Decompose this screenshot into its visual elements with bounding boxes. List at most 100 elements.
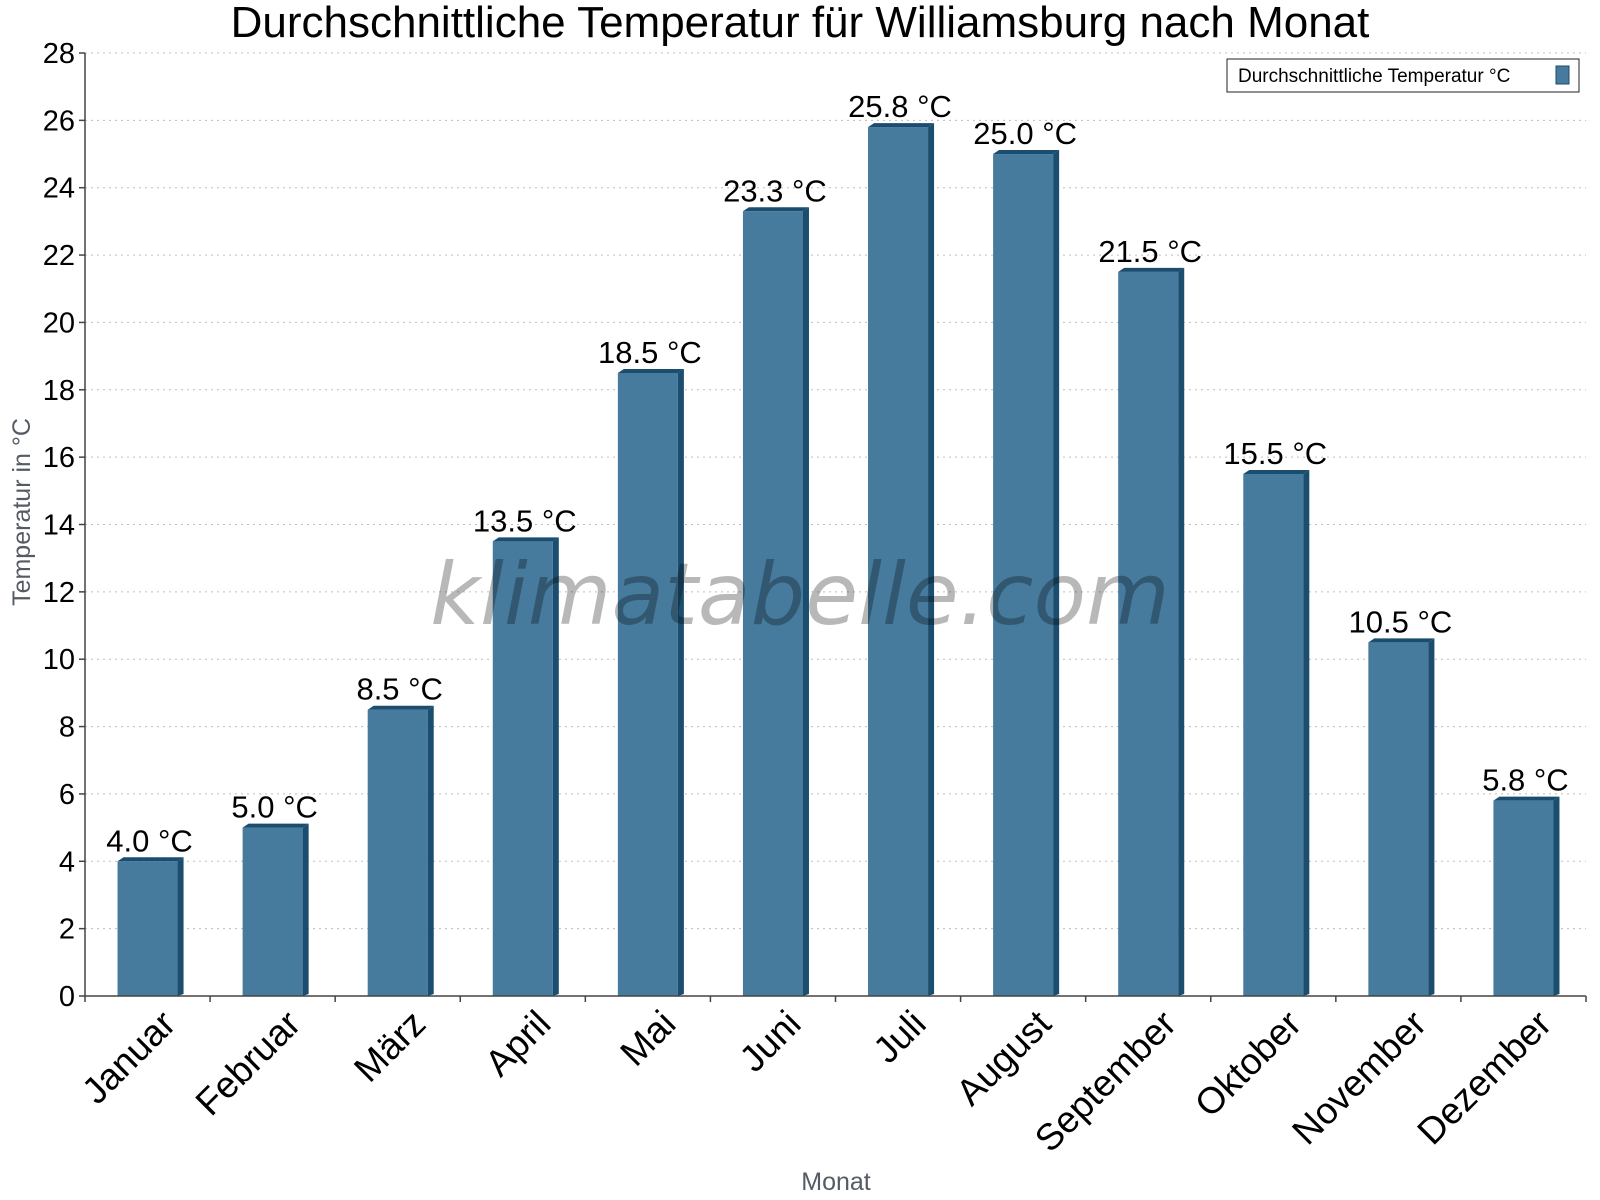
y-tick-label: 6 <box>59 779 75 811</box>
bar-top <box>492 537 559 542</box>
bar-side <box>802 207 809 996</box>
bar-face <box>868 127 929 997</box>
y-tick-label: 22 <box>43 240 75 272</box>
bar-side <box>1428 638 1435 996</box>
bar-face <box>1243 473 1304 996</box>
bar-top <box>742 207 809 212</box>
y-tick-label: 18 <box>43 375 75 407</box>
y-tick-label: 10 <box>43 644 75 676</box>
legend: Durchschnittliche Temperatur °C <box>1226 58 1580 93</box>
bar-top <box>1243 469 1310 474</box>
bar-top <box>117 857 184 862</box>
value-label: 5.0 °C <box>231 790 318 825</box>
x-tick-label: Mai <box>612 1003 683 1074</box>
bar-top <box>1118 267 1185 272</box>
bar-face <box>993 154 1054 997</box>
y-tick-label: 0 <box>59 981 75 1013</box>
x-tick-label: Dezember <box>1409 1003 1559 1153</box>
bar-top <box>617 368 684 373</box>
bar-6 <box>742 207 809 996</box>
y-tick-label: 2 <box>59 914 75 946</box>
value-label: 18.5 °C <box>598 335 702 370</box>
bar-top <box>1493 796 1560 801</box>
value-label: 25.0 °C <box>973 116 1077 151</box>
x-tick-label: November <box>1284 1003 1434 1153</box>
y-tick-label: 26 <box>43 105 75 137</box>
x-tick-label: April <box>477 1003 558 1084</box>
bar-side <box>177 857 184 996</box>
x-tick-label: März <box>346 1003 433 1090</box>
bar-face <box>1368 642 1429 996</box>
value-label: 23.3 °C <box>723 173 827 208</box>
y-tick-label: 14 <box>43 510 75 542</box>
y-tick-label: 16 <box>43 442 75 474</box>
bar-9 <box>1118 267 1185 996</box>
bar-3 <box>367 705 434 996</box>
y-tick-label: 4 <box>59 846 75 878</box>
bar-5 <box>617 368 684 997</box>
bar-side <box>677 368 684 997</box>
bar-8 <box>993 150 1060 997</box>
bar-top <box>868 123 935 128</box>
x-tick-label: Oktober <box>1187 1003 1309 1125</box>
value-label: 5.8 °C <box>1482 763 1569 798</box>
bar-face <box>242 827 303 996</box>
bar-face <box>367 709 428 996</box>
bar-face <box>492 541 553 996</box>
x-tick-label: August <box>948 1002 1059 1113</box>
x-tick-label: Juni <box>732 1003 809 1080</box>
y-tick-label: 24 <box>43 173 75 205</box>
bar-face <box>117 861 178 996</box>
bar-side <box>427 705 434 996</box>
grid-lines <box>85 52 1586 930</box>
bar-side <box>1053 150 1060 997</box>
legend-swatch <box>1555 65 1570 85</box>
bar-side <box>1303 469 1310 996</box>
bar-face <box>617 372 678 997</box>
y-tick-label: 28 <box>43 38 75 70</box>
bar-top <box>367 705 434 710</box>
value-label: 4.0 °C <box>106 823 193 858</box>
legend-entry-label: Durchschnittliche Temperatur °C <box>1238 66 1510 87</box>
bar-side <box>552 537 559 996</box>
x-tick-label: Januar <box>74 1003 183 1112</box>
y-tick-label: 8 <box>59 712 75 744</box>
value-label: 13.5 °C <box>473 503 577 538</box>
x-tick-label: Juli <box>865 1003 933 1071</box>
bar-top <box>1368 638 1435 643</box>
y-tick-label: 12 <box>43 577 75 609</box>
watermark-text: klimatabelle.com <box>430 545 1170 645</box>
chart-title: Durchschnittliche Temperatur für William… <box>231 0 1370 47</box>
bar-side <box>302 823 309 996</box>
bar-1 <box>117 857 184 996</box>
bar-12 <box>1493 796 1560 996</box>
y-axis-title: Temperatur in °C <box>8 418 36 606</box>
bars <box>117 123 1560 997</box>
bar-2 <box>242 823 309 996</box>
legend-box <box>1226 58 1580 93</box>
x-tick-label: Februar <box>188 1003 309 1124</box>
bar-7 <box>868 123 935 997</box>
bar-4 <box>492 537 559 996</box>
bar-side <box>928 123 935 997</box>
bar-face <box>1493 800 1554 996</box>
bar-top <box>993 150 1060 155</box>
bar-face <box>1118 271 1179 996</box>
bar-10 <box>1243 469 1310 996</box>
bar-11 <box>1368 638 1435 996</box>
bar-face <box>742 211 803 996</box>
value-label: 8.5 °C <box>356 672 443 707</box>
bar-side <box>1553 796 1560 996</box>
value-label: 10.5 °C <box>1349 604 1453 639</box>
value-label: 15.5 °C <box>1223 436 1327 471</box>
value-label: 21.5 °C <box>1098 234 1202 269</box>
bar-side <box>1178 267 1185 996</box>
y-tick-label: 20 <box>43 307 75 339</box>
bar-top <box>242 823 309 828</box>
x-axis-title: Monat <box>801 1168 871 1196</box>
value-labels: 4.0 °C 5.0 °C 8.5 °C 13.5 °C 18.5 °C 23.3 °C 2… <box>106 89 1568 858</box>
x-tick-labels: Januar Februar März April Mai Juni Juli AugustS… <box>74 1002 1559 1159</box>
axes <box>79 52 1587 1002</box>
